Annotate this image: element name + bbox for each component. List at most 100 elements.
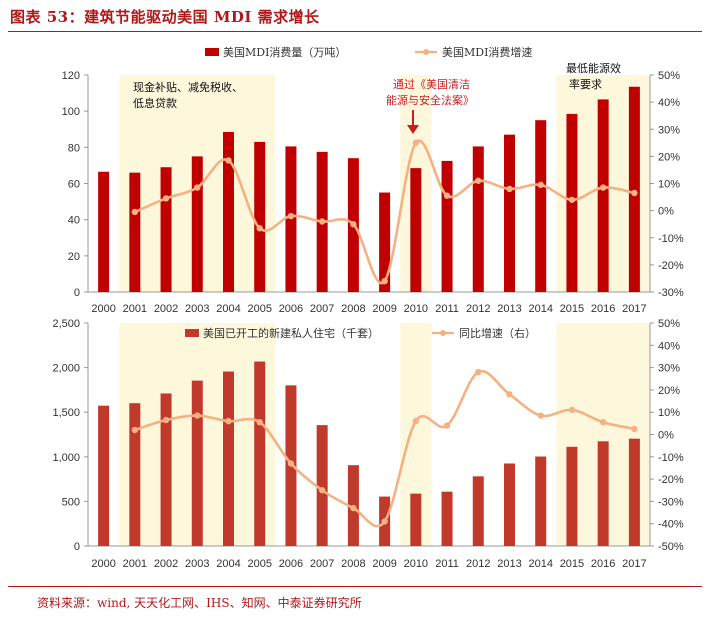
- x-tick-label: 2011: [435, 558, 459, 570]
- x-tick-label: 2009: [372, 303, 396, 315]
- bar-2010: [410, 493, 422, 546]
- bar-2017: [628, 86, 640, 292]
- bar-2000: [98, 405, 110, 546]
- right-tick-label: 50%: [658, 318, 680, 330]
- x-tick-label: 2012: [466, 303, 490, 315]
- x-tick-label: 2001: [123, 558, 147, 570]
- x-tick-label: 2010: [404, 303, 428, 315]
- right-tick-label: 20%: [658, 385, 680, 397]
- growth-point: [350, 504, 357, 512]
- growth-point: [131, 426, 139, 434]
- right-tick-label: -10%: [658, 233, 684, 245]
- x-tick-label: 2006: [279, 303, 303, 315]
- left-tick-label: 80: [68, 142, 80, 154]
- x-tick-label: 2015: [560, 303, 584, 315]
- growth-point: [381, 518, 388, 525]
- x-tick-label: 2006: [279, 558, 303, 570]
- x-tick-label: 2005: [247, 558, 271, 570]
- growth-point: [162, 195, 170, 202]
- right-tick-label: 0%: [658, 206, 674, 218]
- left-tick-label: 0: [74, 287, 80, 299]
- x-tick-label: 2001: [123, 303, 147, 315]
- x-tick-label: 2013: [497, 558, 521, 570]
- x-tick-label: 2012: [466, 558, 490, 570]
- x-tick-label: 2004: [216, 558, 240, 570]
- bar-2004: [223, 371, 234, 546]
- growth-point: [318, 487, 326, 494]
- x-tick-label: 2005: [247, 303, 271, 315]
- growth-point: [537, 412, 544, 419]
- right-tick-label: 10%: [658, 407, 680, 419]
- right-tick-label: -30%: [658, 287, 684, 299]
- right-tick-label: 40%: [658, 340, 680, 352]
- bar-2002: [160, 393, 172, 546]
- bar-2007: [316, 425, 328, 546]
- bar-2000: [98, 171, 110, 292]
- bar-2005: [254, 141, 266, 292]
- bar-2012: [472, 476, 484, 546]
- growth-point: [162, 416, 170, 424]
- legend-line-label: 同比增速（右）: [459, 326, 536, 340]
- annotation-2001-2005: 现金补贴、减免税收、低息贷款: [133, 80, 243, 110]
- legend-bar-swatch: [205, 48, 219, 56]
- bar-2001: [129, 403, 141, 546]
- x-tick-label: 2007: [310, 558, 334, 570]
- bar-2009: [379, 192, 391, 292]
- x-tick-label: 2015: [560, 558, 584, 570]
- growth-point: [506, 391, 513, 398]
- growth-point: [381, 277, 388, 285]
- x-tick-label: 2014: [528, 303, 552, 315]
- left-tick-label: 2,000: [52, 363, 80, 375]
- left-tick-label: 1,000: [52, 452, 80, 464]
- right-tick-label: 30%: [658, 124, 680, 136]
- bar-2017: [628, 438, 640, 546]
- right-tick-label: -10%: [658, 452, 684, 464]
- x-tick-label: 2016: [591, 303, 615, 315]
- growth-point: [506, 185, 513, 193]
- growth-line: [134, 369, 635, 528]
- left-tick-label: 40: [68, 215, 80, 227]
- growth-point: [412, 417, 420, 425]
- bar-2011: [441, 160, 453, 292]
- x-tick-label: 2011: [435, 303, 459, 315]
- growth-point: [443, 422, 451, 429]
- legend-bar-label: 美国已开工的新建私人住宅（千套）: [203, 326, 379, 340]
- x-tick-label: 2013: [497, 303, 521, 315]
- growth-point: [131, 208, 139, 216]
- bar-2003: [191, 156, 203, 292]
- bar-2004: [223, 131, 234, 292]
- annotation-arrow-head: [407, 125, 419, 134]
- x-tick-label: 2002: [154, 303, 178, 315]
- housing-starts-chart: 0 500 1,000 1,500 2,000 2,500 -50% -40% -30% -20%…: [52, 318, 683, 570]
- left-tick-label: 60: [68, 179, 80, 191]
- growth-point: [599, 184, 607, 191]
- right-tick-label: -50%: [658, 541, 684, 553]
- annotation-2010: 通过《美国清洁能源与安全法案》: [386, 78, 474, 107]
- right-tick-label: 20%: [658, 151, 680, 163]
- legend-line-marker: [423, 49, 429, 55]
- figure-title: 图表 53：建筑节能驱动美国 MDI 需求增长: [10, 8, 320, 26]
- x-tick-label: 2008: [341, 303, 365, 315]
- bar-2014: [535, 456, 547, 546]
- x-tick-label: 2017: [622, 303, 646, 315]
- growth-point: [350, 220, 357, 228]
- growth-point: [318, 218, 326, 225]
- bar-2013: [504, 463, 515, 546]
- bar-2012: [472, 146, 484, 292]
- right-tick-label: 0%: [658, 430, 674, 442]
- growth-point: [568, 406, 576, 414]
- right-tick-label: 40%: [658, 97, 680, 109]
- x-tick-label: 2014: [528, 558, 552, 570]
- growth-point: [194, 412, 201, 419]
- bar-2014: [535, 120, 547, 292]
- x-tick-label: 2008: [341, 558, 365, 570]
- x-tick-label: 2000: [91, 303, 115, 315]
- x-tick-label: 2007: [310, 303, 334, 315]
- bar-2003: [191, 380, 203, 546]
- bar-2016: [597, 441, 609, 546]
- left-tick-label: 0: [74, 541, 80, 553]
- right-tick-label: 50%: [658, 70, 680, 82]
- x-tick-label: 2016: [591, 558, 615, 570]
- left-tick-label: 1,500: [52, 407, 80, 419]
